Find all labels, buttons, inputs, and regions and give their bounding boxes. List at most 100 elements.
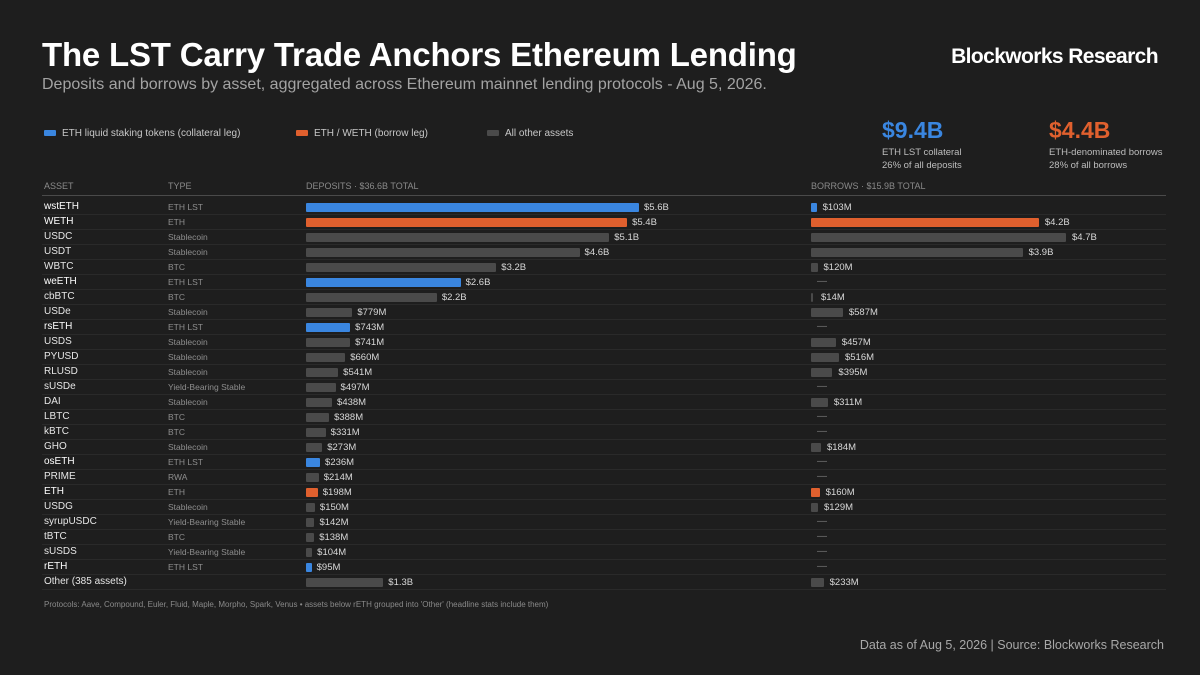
asset-label-lbtc: LBTC (44, 411, 70, 422)
type-label-gho: Stablecoin (168, 442, 208, 452)
deposit-bar-lbtc (306, 413, 330, 422)
table-row-rlusd: RLUSD Stablecoin $541M $395M (0, 365, 1200, 380)
column-header-borrows: BORROWS · $15.9B TOTAL (811, 181, 926, 191)
borrow-value-usdg: $129M (823, 502, 854, 513)
stat-lst-label: ETH LST collateral (882, 147, 962, 158)
deposit-bar-reth (306, 563, 312, 572)
stat-eth-share: 28% of all borrows (1049, 160, 1128, 171)
deposit-value-weeth: $2.6B (465, 277, 491, 288)
type-label-usdc: Stablecoin (168, 232, 208, 242)
deposit-bar-cbbtc (306, 293, 437, 302)
deposit-bar-usde (306, 308, 353, 317)
asset-label-usdc: USDC (44, 231, 73, 242)
deposit-value-oseth: $236M (325, 457, 355, 468)
borrow-bar-gho (811, 443, 821, 452)
borrow-bar-usde (811, 308, 843, 317)
borrow-bar-pyusd (811, 353, 839, 362)
borrow-value-usde: $587M (848, 307, 878, 318)
chart-title: The LST Carry Trade Anchors Ethereum Len… (42, 36, 797, 73)
asset-label-weth: WETH (44, 216, 74, 227)
borrow-bar-usdg (811, 503, 818, 512)
borrow-bar-usdt (811, 248, 1023, 257)
source-note: Data as of Aug 5, 2026 | Source: Blockwo… (859, 638, 1164, 652)
table-row-kbtc: kBTC BTC $331M — (0, 425, 1200, 440)
row-divider (42, 274, 1166, 275)
deposit-value-wsteth: $5.6B (644, 202, 669, 213)
stat-eth-value: $4.4B (1049, 117, 1111, 143)
asset-label-pyusd: PYUSD (44, 351, 79, 362)
borrow-empty-reth: — (817, 561, 827, 572)
asset-label-eth: ETH (44, 486, 64, 497)
type-label-usde: Stablecoin (168, 307, 208, 317)
borrow-bar-usds (811, 338, 836, 347)
row-divider (42, 379, 1166, 380)
deposit-value-prime: $214M (323, 472, 353, 483)
table-row-gho: GHO Stablecoin $273M $184M (0, 440, 1200, 455)
deposit-bar-wbtc (306, 263, 497, 272)
borrow-bar-other-385-assets (811, 578, 824, 587)
borrow-empty-prime: — (817, 471, 827, 482)
table-row-wbtc: WBTC BTC $3.2B $120M (0, 260, 1200, 275)
type-label-usds: Stablecoin (168, 337, 208, 347)
deposit-bar-usdc (306, 233, 610, 242)
row-divider (42, 244, 1166, 245)
deposit-bar-gho (306, 443, 323, 452)
table-row-lbtc: LBTC BTC $388M — (0, 410, 1200, 425)
borrow-empty-rseth: — (817, 321, 827, 332)
deposit-bar-wsteth (306, 203, 639, 212)
borrow-value-cbbtc: $14M (821, 292, 845, 303)
asset-label-usdt: USDT (44, 246, 72, 257)
deposit-value-cbbtc: $2.2B (441, 292, 467, 303)
legend-swatch-lst (44, 130, 56, 136)
legend-item-eth: ETH / WETH (borrow leg) (296, 126, 428, 140)
type-label-susds: Yield-Bearing Stable (168, 547, 246, 557)
type-label-wsteth: ETH LST (168, 202, 203, 212)
row-divider (42, 514, 1166, 515)
borrow-value-pyusd: $516M (844, 352, 875, 363)
table-row-usds: USDS Stablecoin $741M $457M (0, 335, 1200, 350)
column-header-deposits: DEPOSITS · $36.6B TOTAL (306, 181, 419, 191)
asset-label-rseth: rsETH (44, 321, 73, 332)
column-header-asset: ASSET (44, 181, 74, 191)
deposit-value-usdg: $150M (319, 502, 349, 513)
legend-label-other: All other assets (505, 127, 574, 139)
table-row-reth: rETH ETH LST $95M — (0, 560, 1200, 575)
asset-label-other-385-assets: Other (385 assets) (44, 576, 127, 587)
row-divider (42, 499, 1166, 500)
row-divider (42, 589, 1166, 590)
asset-label-reth: rETH (44, 561, 68, 572)
deposit-value-dai: $438M (337, 397, 367, 408)
asset-label-syrupusdc: syrupUSDC (44, 516, 97, 527)
deposit-value-usdc: $5.1B (614, 232, 640, 243)
deposit-bar-weeth (306, 278, 461, 287)
borrow-empty-lbtc: — (817, 411, 827, 422)
table-row-usde: USDe Stablecoin $779M $587M (0, 305, 1200, 320)
deposit-value-reth: $95M (316, 562, 341, 573)
row-divider (42, 349, 1166, 350)
borrow-value-usds: $457M (841, 337, 871, 348)
table-row-tbtc: tBTC BTC $138M — (0, 530, 1200, 545)
type-label-weth: ETH (168, 217, 185, 227)
deposit-bar-oseth (306, 458, 321, 467)
deposit-bar-susde (306, 383, 336, 392)
row-divider (42, 364, 1166, 365)
borrow-value-dai: $311M (833, 397, 863, 408)
borrow-bar-wsteth (811, 203, 817, 212)
deposit-value-kbtc: $331M (330, 427, 360, 438)
deposit-value-tbtc: $138M (319, 532, 349, 543)
deposit-bar-rseth (306, 323, 351, 332)
row-divider (42, 469, 1166, 470)
borrow-bar-usdc (811, 233, 1066, 242)
type-label-wbtc: BTC (168, 262, 185, 272)
borrow-value-rlusd: $395M (838, 367, 868, 378)
type-label-dai: Stablecoin (168, 397, 208, 407)
borrow-value-other-385-assets: $233M (829, 577, 859, 588)
asset-label-usds: USDS (44, 336, 72, 347)
type-label-tbtc: BTC (168, 532, 185, 542)
type-label-lbtc: BTC (168, 412, 185, 422)
borrow-value-eth: $160M (825, 487, 855, 498)
type-label-pyusd: Stablecoin (168, 352, 208, 362)
header-divider (42, 195, 1166, 196)
type-label-syrupusdc: Yield-Bearing Stable (168, 517, 246, 527)
